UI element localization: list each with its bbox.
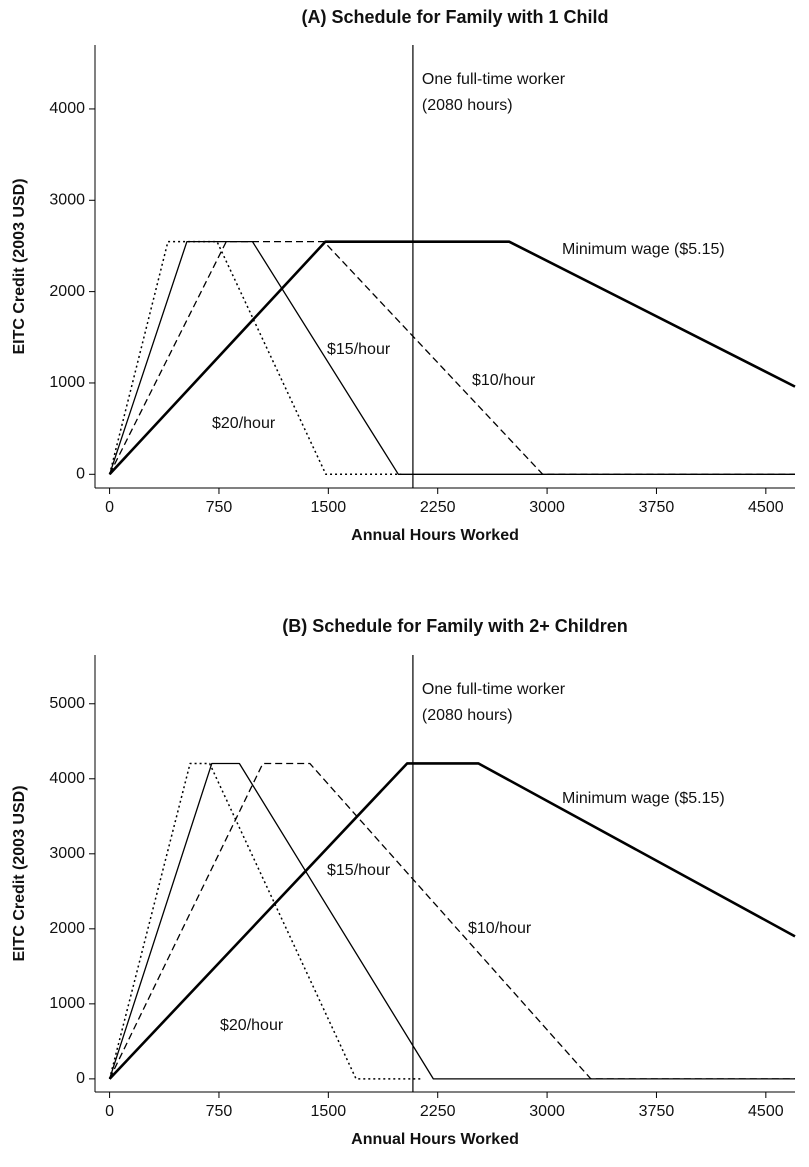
x-tick-label: 1500	[311, 1103, 347, 1120]
series-line	[108, 240, 796, 476]
x-tick-label: 0	[105, 499, 114, 516]
series-label: $20/hour	[212, 415, 276, 432]
y-tick-label: 0	[76, 466, 85, 483]
series-label: $15/hour	[327, 341, 391, 358]
x-tick-label: 750	[206, 1103, 233, 1120]
x-tick-label: 3750	[639, 499, 675, 516]
x-tick-label: 3750	[639, 1103, 675, 1120]
y-tick-label: 2000	[49, 283, 85, 300]
reference-label: (2080 hours)	[422, 707, 513, 724]
x-tick-label: 3000	[529, 1103, 565, 1120]
x-tick-label: 0	[105, 1103, 114, 1120]
y-tick-label: 4000	[49, 100, 85, 117]
x-tick-label: 1500	[311, 499, 347, 516]
series-label: $20/hour	[220, 1017, 284, 1034]
series-label: $10/hour	[472, 372, 536, 389]
reference-label: (2080 hours)	[422, 97, 513, 114]
chart-title: (B) Schedule for Family with 2+ Children	[282, 616, 628, 636]
series-line	[108, 762, 796, 1080]
y-tick-label: 3000	[49, 845, 85, 862]
series-label: $15/hour	[327, 862, 391, 879]
series-line	[108, 762, 795, 1080]
x-tick-label: 2250	[420, 499, 456, 516]
y-axis-label: EITC Credit (2003 USD)	[11, 785, 28, 961]
y-tick-label: 4000	[49, 770, 85, 787]
x-axis-label: Annual Hours Worked	[351, 1131, 519, 1148]
x-tick-label: 2250	[420, 1103, 456, 1120]
series-line	[109, 241, 795, 475]
reference-label: One full-time worker	[422, 71, 566, 88]
reference-label: One full-time worker	[422, 681, 566, 698]
y-tick-label: 1000	[49, 995, 85, 1012]
series-label: Minimum wage ($5.15)	[562, 241, 725, 258]
y-tick-label: 1000	[49, 374, 85, 391]
y-tick-label: 3000	[49, 191, 85, 208]
x-axis-label: Annual Hours Worked	[351, 527, 519, 544]
series-line	[108, 762, 795, 1080]
y-tick-label: 2000	[49, 920, 85, 937]
series-label: Minimum wage ($5.15)	[562, 790, 725, 807]
chart-title: (A) Schedule for Family with 1 Child	[301, 7, 608, 27]
x-tick-label: 750	[206, 499, 233, 516]
y-tick-label: 5000	[49, 695, 85, 712]
x-tick-label: 4500	[748, 499, 784, 516]
series-line	[108, 762, 422, 1080]
series-line	[108, 241, 795, 475]
y-axis-label: EITC Credit (2003 USD)	[11, 178, 28, 354]
y-tick-label: 0	[76, 1070, 85, 1087]
x-tick-label: 4500	[748, 1103, 784, 1120]
series-line	[108, 240, 402, 476]
series-label: $10/hour	[468, 920, 532, 937]
x-tick-label: 3000	[529, 499, 565, 516]
